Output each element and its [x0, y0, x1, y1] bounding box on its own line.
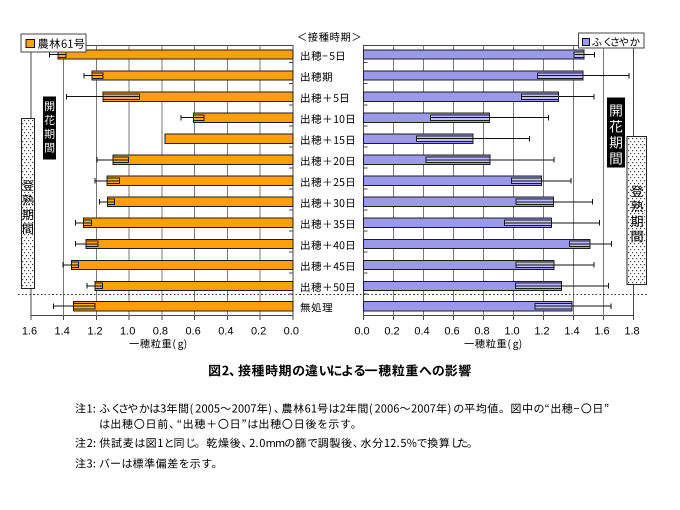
svg-text:1.8: 1.8	[624, 326, 639, 338]
svg-text:0.6: 0.6	[444, 326, 459, 338]
svg-text:1.0: 1.0	[120, 326, 135, 338]
svg-text:0.8: 0.8	[474, 326, 489, 338]
svg-text:1.6: 1.6	[594, 326, 609, 338]
svg-text:0.8: 0.8	[153, 326, 168, 338]
svg-text:1.6: 1.6	[22, 326, 37, 338]
svg-text:1.4: 1.4	[564, 326, 579, 338]
svg-text:1.4: 1.4	[55, 326, 70, 338]
svg-text:1.2: 1.2	[534, 326, 549, 338]
svg-text:0.2: 0.2	[251, 326, 266, 338]
svg-text:0.4: 0.4	[218, 326, 233, 338]
svg-text:0.6: 0.6	[185, 326, 200, 338]
svg-text:1.0: 1.0	[504, 326, 519, 338]
svg-text:0.2: 0.2	[384, 326, 399, 338]
svg-text:0.4: 0.4	[414, 326, 429, 338]
svg-text:0.0: 0.0	[354, 326, 369, 338]
svg-text:1.2: 1.2	[87, 326, 102, 338]
svg-text:0.0: 0.0	[284, 326, 299, 338]
